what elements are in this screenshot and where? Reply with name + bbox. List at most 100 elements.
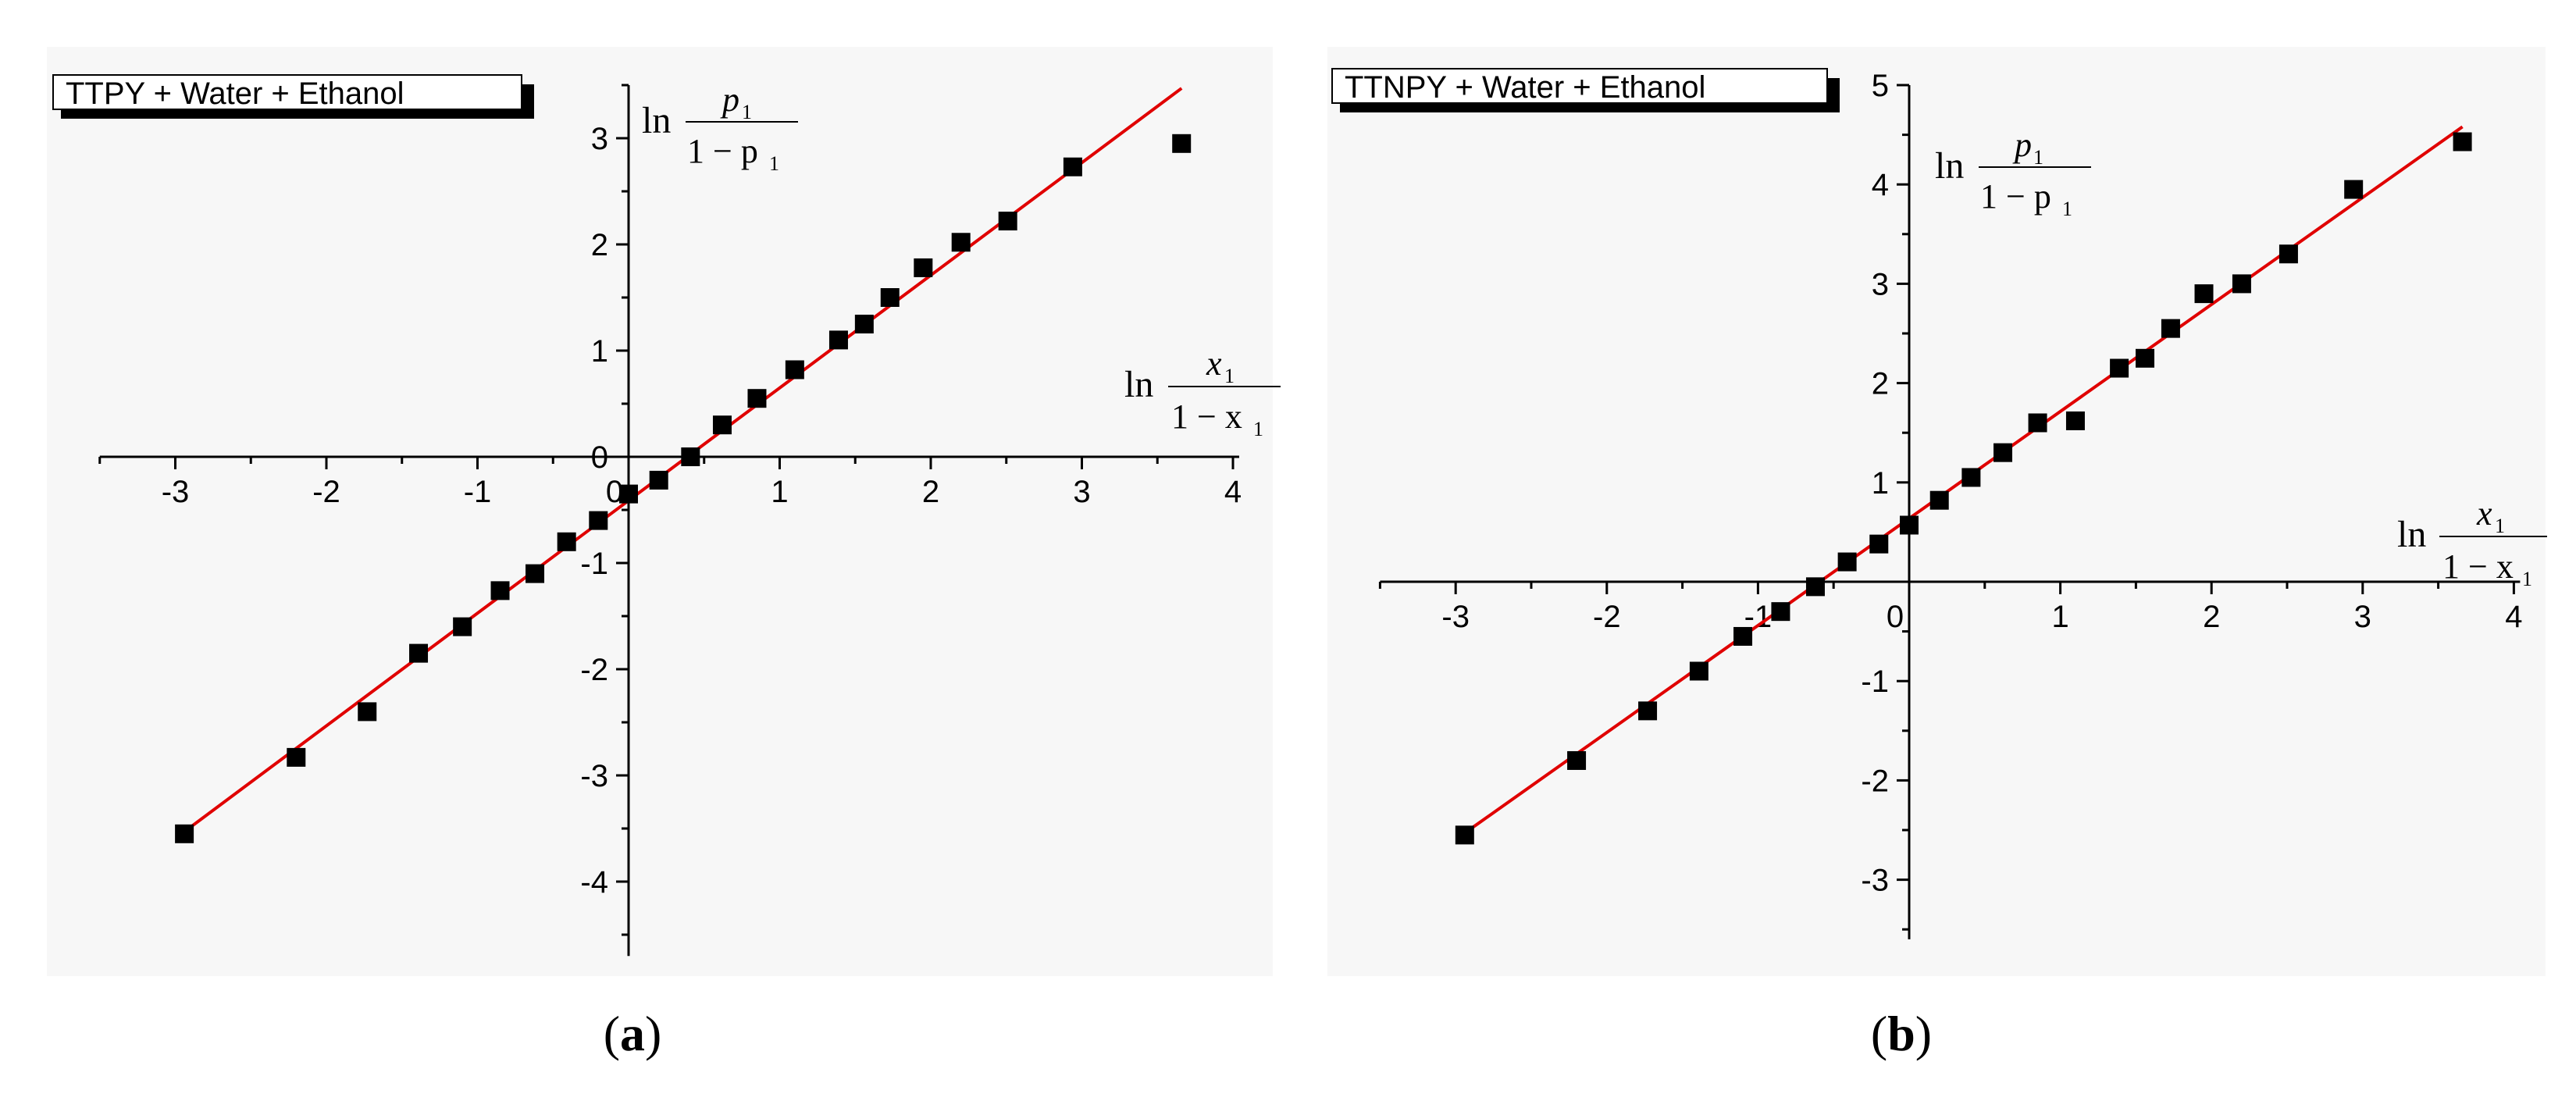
y-tick-label-a: -1 [580,547,608,581]
y-axis-title-ln-a: ln [642,100,671,141]
x-tick-label-a: 2 [922,475,939,509]
data-point-a [649,470,668,490]
x-tick-label-b: 4 [2505,600,2522,634]
legend-box-a [52,74,522,110]
x-axis-title-num-sub-b: 1 [2495,515,2505,537]
data-point-b [2453,132,2472,151]
y-axis-title-den-sub-b: 1 [2062,198,2072,220]
y-axis-title-num-sub-a: 1 [742,101,752,123]
y-axis-title-den-b: 1 − p [1980,177,2051,216]
data-point-a [175,824,194,843]
y-axis-title-den-sub-a: 1 [769,152,779,175]
x-axis-title-a: ln x 1 1 − x 1 [1124,344,1281,440]
legend-b: TTNPY + Water + Ethanol [1331,68,1840,112]
x-tick-label-a: 3 [1073,475,1090,509]
y-axis-title-a: ln p 1 1 − p 1 [642,80,798,175]
data-point-a [453,617,472,636]
data-point-a [589,511,608,530]
chart-panel-a: -3 -2 -1 0 1 2 3 4 -4 -3 -2 -1 0 1 2 3 TTPY + Water + E… [47,47,1281,1061]
data-point-a [490,581,510,600]
y-tick-label-b: 4 [1872,168,1889,202]
y-tick-label-a: -3 [580,759,608,793]
data-point-b [1900,515,1919,535]
data-point-b [1869,534,1889,554]
legend-box-b [1331,68,1828,104]
data-point-b [2161,319,2180,338]
x-axis-title-num-b: x [2476,494,2492,533]
data-point-a [998,212,1017,231]
legend-text-b: TTNPY + Water + Ethanol [1345,70,1705,105]
y-tick-label-b: 1 [1872,466,1889,501]
x-tick-label-b: -2 [1593,600,1621,634]
y-tick-label-a: 1 [591,334,608,369]
x-tick-label-a: -2 [312,475,340,509]
x-axis-title-ln-a: ln [1124,364,1153,405]
data-point-a [914,258,933,277]
x-axis-title-den-sub-b: 1 [2522,568,2532,590]
data-point-b [1993,443,2013,462]
x-tick-label-b: 2 [2203,600,2220,634]
panel-caption-b: (b) [1871,1006,1932,1061]
x-axis-title-ln-b: ln [2397,514,2426,555]
data-point-b [1638,701,1658,721]
data-point-b [1455,825,1474,845]
y-axis-title-num-b: p [2012,126,2032,164]
data-point-b [2278,244,2298,264]
data-point-a [619,484,638,504]
x-axis-title-den-sub-a: 1 [1253,418,1263,440]
data-point-b [2194,284,2214,304]
x-tick-label-b: 1 [2051,600,2068,634]
y-axis-title-ln-b: ln [1935,145,1964,187]
data-point-a [712,415,732,435]
data-point-b [1929,490,1949,510]
data-point-b [2110,358,2129,378]
x-axis-title-b: ln x 1 1 − x 1 [2397,494,2547,590]
x-axis-title-num-a: x [1206,344,1222,383]
y-tick-label-b: 3 [1872,267,1889,301]
data-point-b [2028,413,2047,433]
x-axis-title-den-a: 1 − x [1171,397,1242,436]
y-tick-label-b: -2 [1861,764,1889,798]
y-axis-title-b: ln p 1 1 − p 1 [1935,126,2091,220]
y-tick-label-a: 2 [591,228,608,262]
data-point-b [1567,750,1587,770]
y-tick-label-a: 3 [591,122,608,156]
data-point-a [785,360,804,380]
data-point-a [358,702,377,722]
y-tick-label-a: 0 [591,440,608,475]
legend-text-a: TTPY + Water + Ethanol [66,77,404,111]
x-tick-label-a: 4 [1224,475,1242,509]
y-tick-label-b: -3 [1861,864,1889,898]
axes-a [99,85,1239,957]
panel-caption-letter-b: b [1887,1006,1915,1061]
y-tick-label-a: -2 [580,653,608,687]
y-tick-label-b: 5 [1872,69,1889,103]
panel-caption-letter-a: a [620,1006,645,1061]
y-axis-title-den-a: 1 − p [687,132,758,170]
ticks-a: -3 -2 -1 0 1 2 3 4 -4 -3 -2 -1 0 1 2 3 [98,84,1242,936]
panel-caption-a: (a) [604,1006,662,1061]
data-point-b [2065,411,2085,430]
x-tick-label-a: 1 [771,475,788,509]
data-point-a [1172,134,1192,153]
data-point-a [287,747,306,767]
data-point-a [681,447,700,466]
x-tick-label-b: -3 [1441,600,1470,634]
axes-b [1380,85,2521,939]
data-point-a [409,643,429,663]
y-axis-title-num-a: p [720,80,739,119]
data-points-a [175,134,1192,843]
data-point-b [1961,468,1981,487]
data-point-a [854,315,874,333]
data-point-a [828,330,848,350]
data-point-b [2136,348,2155,368]
data-point-b [2344,180,2364,199]
x-tick-label-a: -3 [162,475,190,509]
data-point-a [1063,157,1082,176]
legend-a: TTPY + Water + Ethanol [52,74,534,119]
x-tick-label-b: 3 [2354,600,2371,634]
x-axis-title-num-sub-a: 1 [1224,365,1235,387]
plot-area-b [1327,47,2546,976]
data-point-b [2232,274,2251,294]
